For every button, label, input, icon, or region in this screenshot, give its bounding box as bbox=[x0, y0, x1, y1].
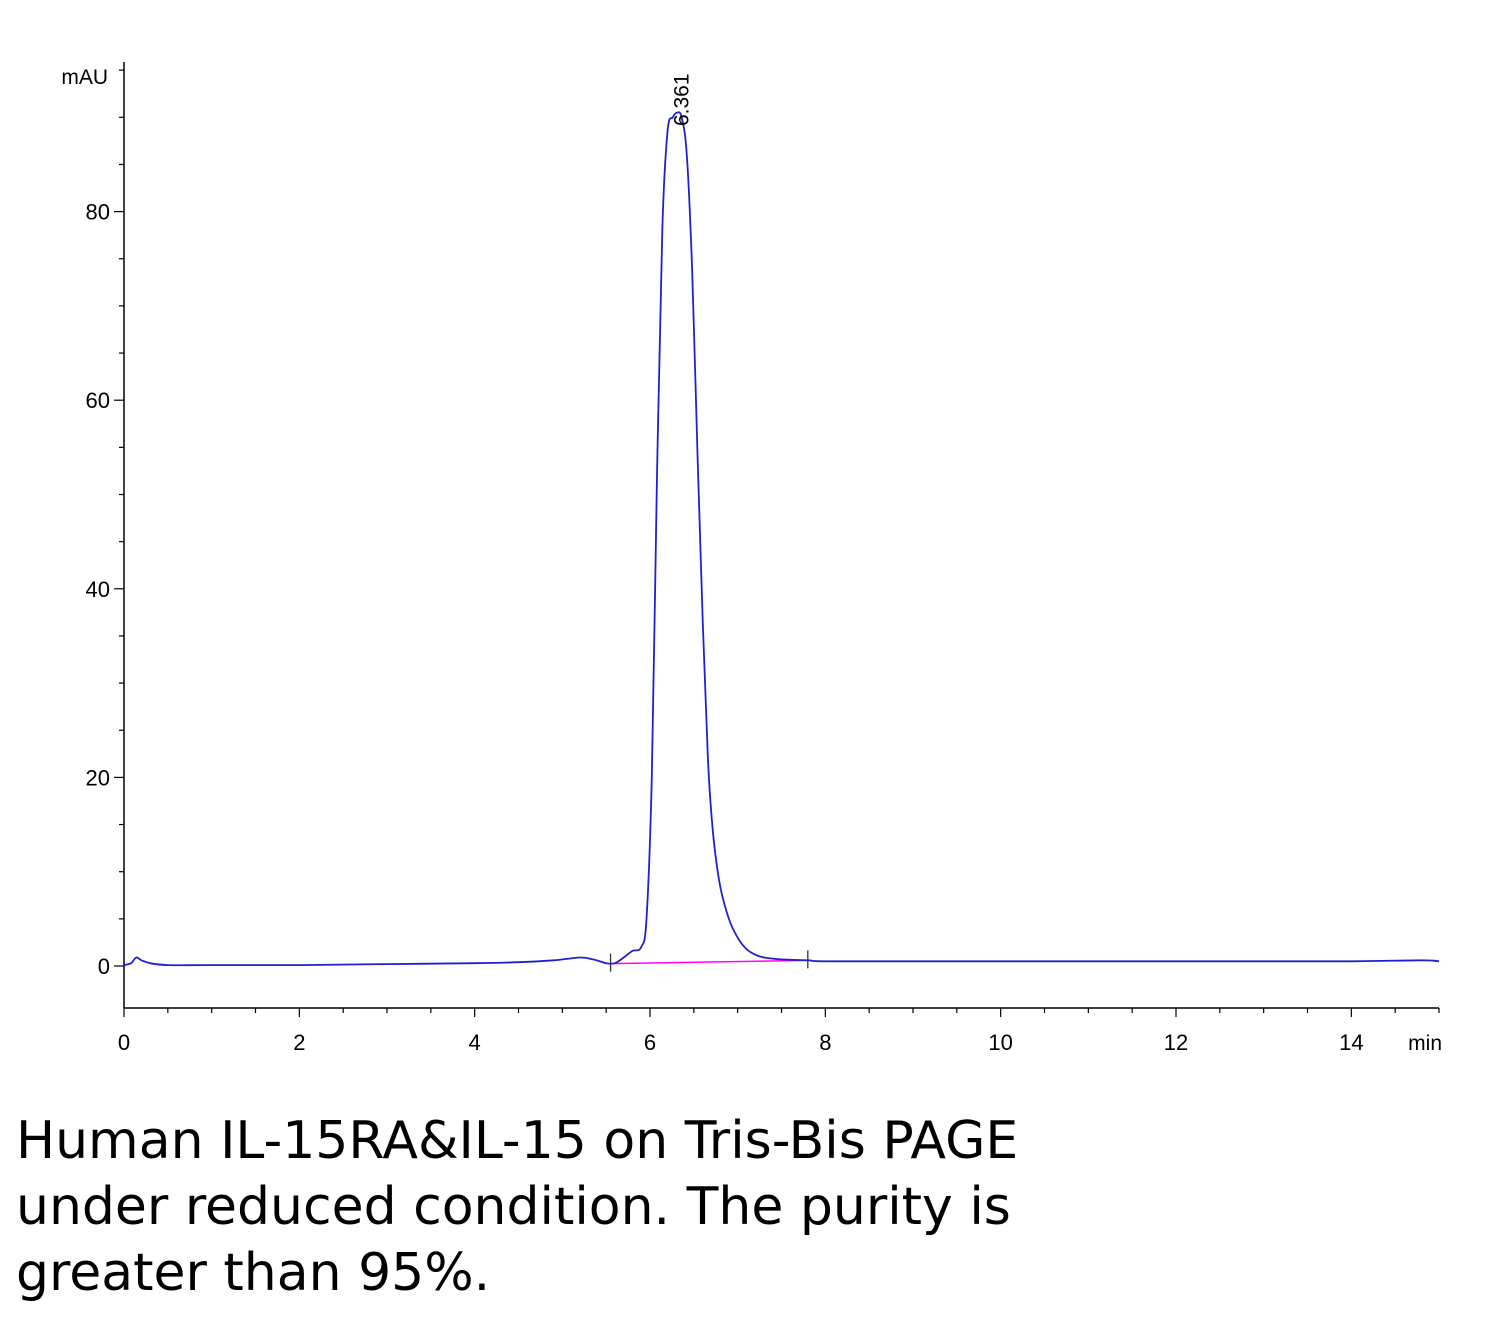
x-axis-unit-label: min bbox=[1408, 1032, 1442, 1055]
y-tick-label: 60 bbox=[86, 388, 110, 413]
x-tick-label: 2 bbox=[293, 1030, 305, 1055]
x-tick-label: 8 bbox=[819, 1030, 831, 1055]
x-tick-label: 0 bbox=[118, 1030, 130, 1055]
y-tick-label: 80 bbox=[86, 200, 110, 225]
y-tick-label: 0 bbox=[98, 954, 110, 979]
chromatogram-chart: 0 20 40 60 80 0 2 4 6 8 10 12 14 6.361 mAU min bbox=[61, 62, 1442, 1055]
y-tick-label: 40 bbox=[86, 577, 110, 602]
chromatogram-trace bbox=[123, 111, 1440, 967]
x-tick-label: 4 bbox=[469, 1030, 481, 1055]
axes bbox=[123, 62, 1439, 1009]
peak-retention-time-label: 6.361 bbox=[671, 73, 694, 126]
y-tick-label: 20 bbox=[86, 765, 110, 790]
x-tick-label: 14 bbox=[1339, 1030, 1363, 1055]
ticks: 0 20 40 60 80 0 2 4 6 8 10 12 14 bbox=[86, 69, 1440, 1055]
x-tick-label: 10 bbox=[988, 1030, 1012, 1055]
integration-baseline bbox=[610, 959, 808, 965]
figure-caption: Human IL-15RA&IL-15 on Tris-Bis PAGE und… bbox=[16, 1111, 1019, 1303]
y-axis-unit-label: mAU bbox=[61, 66, 108, 89]
plot-marks: 6.361 bbox=[123, 73, 1440, 972]
x-tick-label: 6 bbox=[644, 1030, 656, 1055]
x-tick-label: 12 bbox=[1164, 1030, 1188, 1055]
